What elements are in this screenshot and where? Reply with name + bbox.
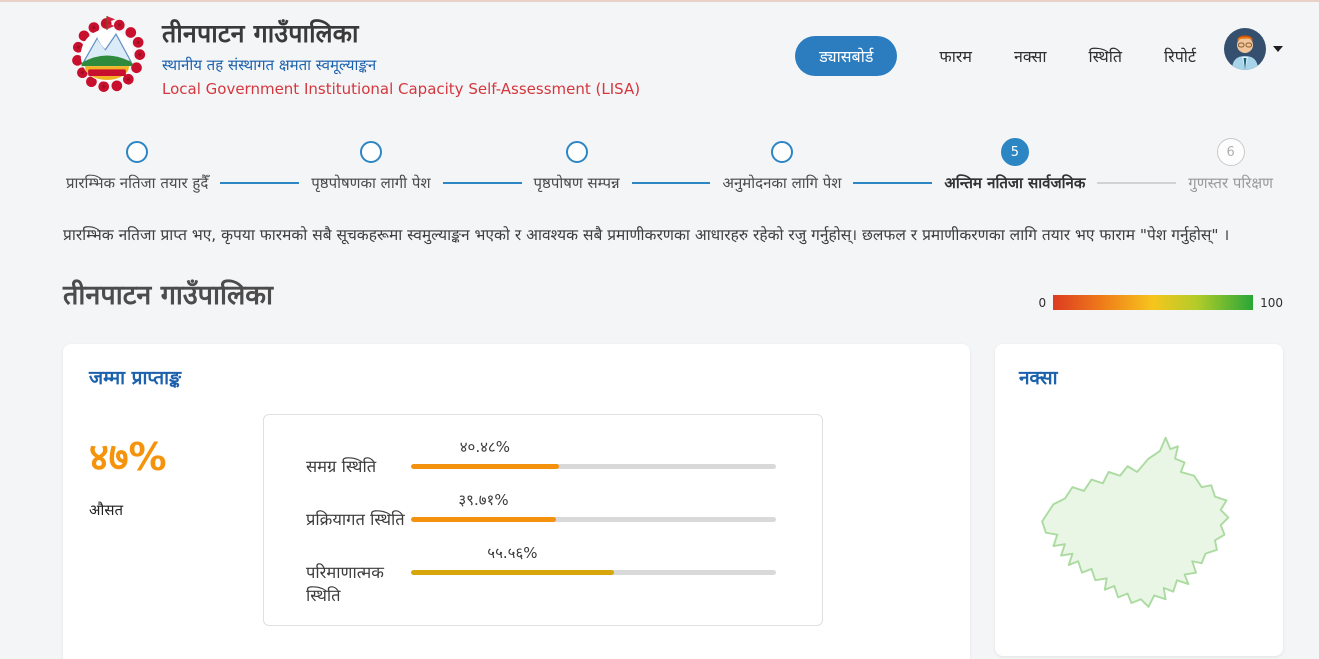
progress-track bbox=[411, 464, 776, 470]
step-label: पृष्ठपोषणका लागी पेश bbox=[311, 174, 431, 192]
cards-row: जम्मा प्राप्ताङ्क ४७% औसत समग्र स्थिति ४०… bbox=[63, 344, 1283, 659]
step-connector bbox=[1097, 182, 1177, 184]
stepper-step[interactable]: 5 अन्तिम नतिजा सार्वजनिक bbox=[944, 138, 1085, 194]
step-label: प्रारम्भिक नतिजा तयार हुदैँ bbox=[66, 174, 209, 192]
main-nav: ड्यासबोर्ड फारम नक्सा स्थिति रिपोर्ट bbox=[795, 12, 1196, 76]
score-breakdown-box: समग्र स्थिति ४०.४८% प्रक्रियागत स्थिति ३९.७… bbox=[263, 414, 823, 627]
progress-fill bbox=[411, 464, 559, 470]
progress-label: प्रक्रियागत स्थिति bbox=[306, 510, 405, 530]
step-circle bbox=[565, 141, 588, 163]
header-titles: तीनपाटन गाउँपालिका स्थानीय तह संस्थागत क… bbox=[162, 12, 640, 98]
nav-item-link[interactable]: फारम bbox=[939, 47, 972, 66]
score-summary: ४७% औसत bbox=[89, 414, 239, 626]
page-title: तीनपाटन गाउँपालिका bbox=[63, 280, 274, 312]
title-row: तीनपाटन गाउँपालिका 0 100 bbox=[63, 275, 1283, 312]
nav-item-link[interactable]: नक्सा bbox=[1014, 47, 1047, 66]
progress-track bbox=[411, 570, 776, 576]
legend-max-label: 100 bbox=[1260, 295, 1283, 310]
stepper-step[interactable]: प्रारम्भिक नतिजा तयार हुदैँ bbox=[66, 138, 208, 194]
progress-value: ३९.७१% bbox=[458, 491, 509, 510]
step-label: अन्तिम नतिजा सार्वजनिक bbox=[944, 174, 1086, 192]
step-connector bbox=[853, 182, 933, 184]
total-score-card: जम्मा प्राप्ताङ्क ४७% औसत समग्र स्थिति ४०… bbox=[63, 344, 970, 659]
instruction-text: प्रारम्भिक नतिजा प्राप्त भए, कृपया फारमक… bbox=[63, 226, 1230, 244]
nav-item-active[interactable]: ड्यासबोर्ड bbox=[795, 36, 898, 76]
progress-row: समग्र स्थिति ४०.४८% bbox=[306, 435, 776, 478]
step-circle-wrap bbox=[359, 138, 382, 166]
nav-item-link[interactable]: रिपोर्ट bbox=[1164, 47, 1196, 66]
legend-min-label: 0 bbox=[1038, 295, 1047, 310]
progress-fill bbox=[411, 517, 556, 523]
progress-bar: ५५.५६% bbox=[411, 541, 776, 607]
step-connector bbox=[631, 182, 711, 184]
step-circle-wrap bbox=[565, 138, 588, 166]
step-circle-wrap bbox=[126, 138, 149, 166]
user-menu[interactable] bbox=[1224, 12, 1283, 70]
step-label: गुणस्तर परिक्षण bbox=[1188, 174, 1273, 192]
progress-label: समग्र स्थिति bbox=[306, 457, 377, 477]
progress-value: ४०.४८% bbox=[459, 438, 510, 457]
step-circle bbox=[359, 141, 382, 163]
progress-bar: ४०.४८% bbox=[411, 435, 776, 478]
progress-row: प्रक्रियागत स्थिति ३९.७१% bbox=[306, 488, 776, 531]
stepper-step[interactable]: पृष्ठपोषणका लागी पेश bbox=[311, 138, 431, 194]
step-label: अनुमोदनका लागि पेश bbox=[722, 174, 842, 192]
step-circle bbox=[126, 141, 149, 163]
emblem-icon bbox=[72, 16, 146, 92]
progress-label: परिमाणात्मक स्थिति bbox=[306, 563, 384, 606]
legend-gradient-bar bbox=[1053, 295, 1254, 311]
step-label: पृष्ठपोषण सम्पन्न bbox=[533, 174, 620, 192]
app-subtitle-nepali: स्थानीय तह संस्थागत क्षमता स्वमूल्याङ्कन bbox=[162, 56, 377, 74]
user-avatar[interactable] bbox=[1224, 28, 1266, 70]
step-circle-wrap: 5 bbox=[1000, 138, 1029, 166]
municipality-map[interactable] bbox=[1025, 428, 1253, 628]
score-color-legend: 0 100 bbox=[1038, 295, 1283, 312]
step-connector bbox=[442, 182, 522, 184]
step-circle: 5 bbox=[1000, 138, 1029, 166]
map-card-title: नक्सा bbox=[1019, 367, 1058, 390]
stepper-step[interactable]: अनुमोदनका लागि पेश bbox=[722, 138, 841, 194]
app-header: तीनपाटन गाउँपालिका स्थानीय तह संस्थागत क… bbox=[0, 2, 1319, 98]
progress-row: परिमाणात्मक स्थिति ५५.५६% bbox=[306, 541, 776, 607]
progress-value: ५५.५६% bbox=[487, 544, 538, 563]
progress-fill bbox=[411, 570, 614, 576]
step-circle-wrap: 6 bbox=[1216, 138, 1245, 166]
step-circle-wrap bbox=[770, 138, 793, 166]
chevron-down-icon bbox=[1273, 46, 1283, 52]
nepal-government-emblem-logo bbox=[66, 12, 148, 94]
score-card-title: जम्मा प्राप्ताङ्क bbox=[89, 367, 182, 390]
stepper-step[interactable]: पृष्ठपोषण सम्पन्न bbox=[534, 138, 620, 194]
step-connector bbox=[220, 182, 300, 184]
step-circle: 6 bbox=[1216, 138, 1245, 166]
progress-stepper: प्रारम्भिक नतिजा तयार हुदैँ पृष्ठपोषणका ल… bbox=[66, 138, 1273, 194]
municipality-name: तीनपाटन गाउँपालिका bbox=[162, 19, 359, 48]
total-score-percent: ४७% bbox=[89, 435, 167, 480]
step-circle bbox=[770, 141, 793, 163]
map-card: नक्सा bbox=[995, 344, 1283, 657]
progress-bar: ३९.७१% bbox=[411, 488, 776, 531]
nav-item-link[interactable]: स्थिति bbox=[1088, 47, 1123, 66]
stepper-step[interactable]: 6 गुणस्तर परिक्षण bbox=[1188, 138, 1273, 194]
total-score-caption: औसत bbox=[89, 501, 124, 520]
app-subtitle-english: Local Government Institutional Capacity … bbox=[162, 80, 641, 98]
progress-track bbox=[411, 517, 776, 523]
